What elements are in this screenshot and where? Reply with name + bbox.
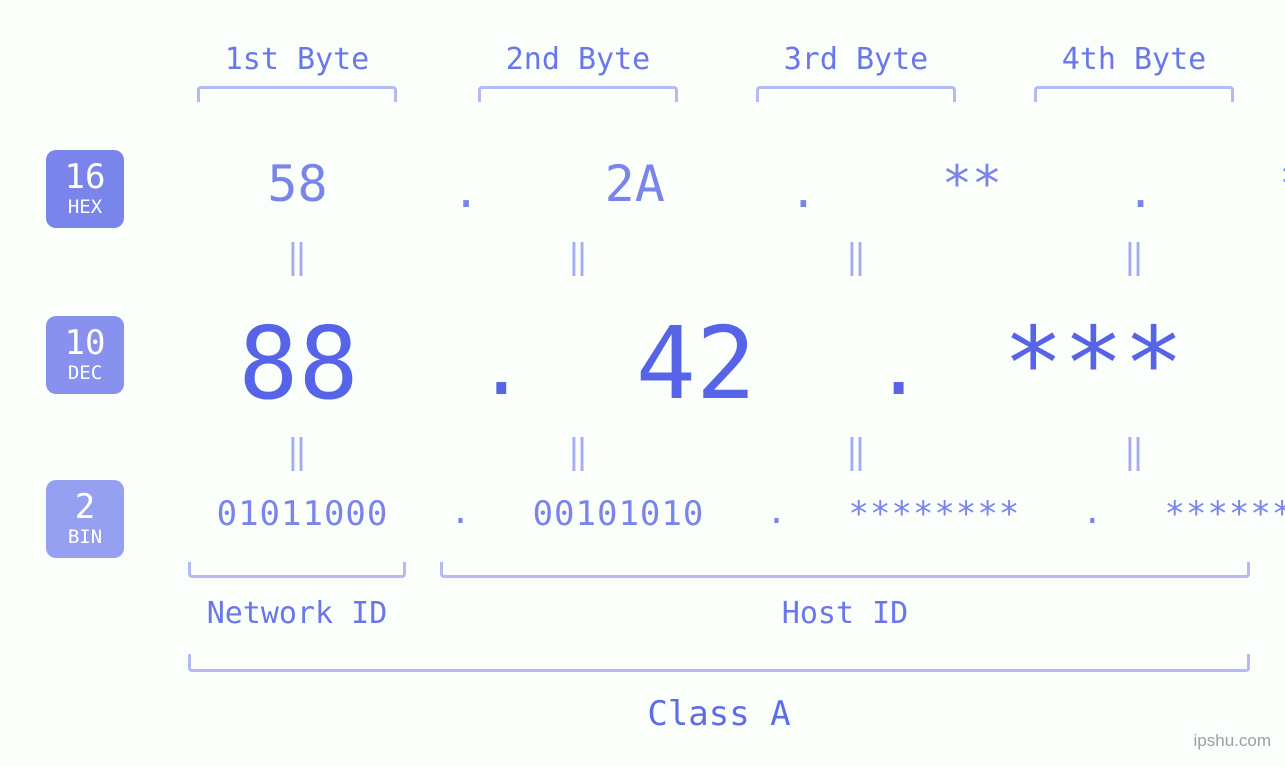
bin-byte-4: ******** [1128,494,1285,534]
equals-icon: ‖ [1124,237,1144,277]
base-badge-bin: 2 BIN [46,480,124,558]
ip-bytes-diagram: 16 HEX 10 DEC 2 BIN 1st Byte 2nd Byte 3r… [0,0,1285,767]
label-host-id: Host ID [782,596,908,631]
badge-hex-sub: HEX [46,198,124,218]
base-badge-dec: 10 DEC [46,316,124,394]
bracket-host-id [440,562,1250,578]
bin-byte-2: 00101010 [496,494,741,534]
bracket-byte-4 [1034,86,1234,102]
class-label: Class A [647,694,790,734]
badge-hex-number: 16 [46,160,124,196]
equals-icon: ‖ [568,237,588,277]
dec-byte-2: 42 [577,305,814,422]
dot-icon: . [445,164,487,218]
dot-icon: . [1077,492,1107,532]
row-dec: 88 . 42 . *** . *** [180,305,1265,422]
equals-icon: ‖ [568,432,588,472]
bracket-byte-2 [478,86,678,102]
equals-icon: ‖ [846,432,866,472]
badge-bin-sub: BIN [46,528,124,548]
row-bin: 01011000 . 00101010 . ******** . *******… [180,494,1265,534]
equals-icon: ‖ [287,237,307,277]
bracket-class [188,654,1250,672]
dot-icon: . [1120,164,1162,218]
equals-icon: ‖ [1124,432,1144,472]
row-hex: 58 . 2A . ** . ** [180,155,1265,213]
dec-byte-3: *** [975,305,1212,422]
badge-dec-sub: DEC [46,364,124,384]
bracket-network-id [188,562,406,578]
label-network-id: Network ID [207,596,388,631]
dot-icon: . [477,320,517,413]
bracket-byte-1 [197,86,397,102]
hex-byte-2: 2A [517,155,752,213]
hex-byte-4: ** [1192,155,1285,213]
dec-byte-1: 88 [180,305,417,422]
byte-header-4: 4th Byte [1062,42,1207,77]
watermark: ipshu.com [1194,731,1271,751]
bin-byte-3: ******** [812,494,1057,534]
badge-bin-number: 2 [46,490,124,526]
dot-icon: . [875,320,915,413]
equals-icon: ‖ [287,432,307,472]
byte-header-2: 2nd Byte [506,42,651,77]
base-badge-hex: 16 HEX [46,150,124,228]
dot-icon: . [782,164,824,218]
hex-byte-3: ** [854,155,1089,213]
byte-header-1: 1st Byte [225,42,370,77]
dot-icon: . [761,492,791,532]
byte-header-3: 3rd Byte [784,42,929,77]
bracket-byte-3 [756,86,956,102]
equals-icon: ‖ [846,237,866,277]
bin-byte-1: 01011000 [180,494,425,534]
dot-icon: . [1272,320,1285,413]
dot-icon: . [445,492,475,532]
badge-dec-number: 10 [46,326,124,362]
hex-byte-1: 58 [180,155,415,213]
